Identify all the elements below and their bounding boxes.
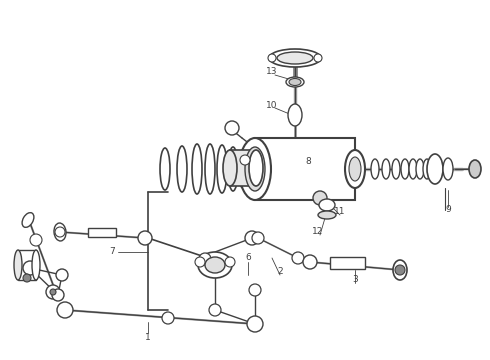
Bar (88, 228, 116, 237)
Ellipse shape (238, 150, 248, 188)
Text: 9: 9 (445, 206, 451, 215)
Circle shape (30, 234, 42, 246)
Circle shape (138, 231, 152, 245)
Ellipse shape (409, 159, 417, 179)
Bar (18, 250, 36, 280)
Ellipse shape (443, 158, 453, 180)
Circle shape (209, 304, 221, 316)
Ellipse shape (223, 150, 237, 186)
Circle shape (395, 265, 405, 275)
Ellipse shape (318, 211, 336, 219)
Circle shape (23, 274, 31, 282)
Ellipse shape (240, 155, 250, 165)
Circle shape (252, 232, 264, 244)
Circle shape (52, 289, 64, 301)
Ellipse shape (349, 157, 361, 181)
Circle shape (245, 231, 259, 245)
Ellipse shape (319, 199, 335, 211)
Text: 7: 7 (109, 248, 115, 256)
Ellipse shape (249, 150, 263, 186)
Text: 5: 5 (15, 264, 21, 273)
Circle shape (268, 54, 276, 62)
Ellipse shape (401, 159, 409, 179)
Ellipse shape (469, 160, 481, 178)
Ellipse shape (382, 159, 390, 179)
Circle shape (314, 54, 322, 62)
Circle shape (225, 121, 239, 135)
Ellipse shape (160, 148, 170, 190)
Circle shape (292, 252, 304, 264)
Ellipse shape (289, 78, 301, 85)
Ellipse shape (269, 49, 321, 67)
Text: 8: 8 (305, 158, 311, 166)
Text: 2: 2 (277, 267, 283, 276)
Ellipse shape (427, 154, 443, 184)
Circle shape (57, 302, 73, 318)
Ellipse shape (22, 213, 34, 228)
Circle shape (249, 284, 261, 296)
Circle shape (225, 257, 235, 267)
Text: 3: 3 (352, 275, 358, 284)
Circle shape (162, 312, 174, 324)
Ellipse shape (228, 147, 238, 191)
Ellipse shape (239, 138, 271, 200)
Circle shape (55, 227, 65, 237)
Circle shape (50, 289, 56, 295)
Bar (255, 138, 355, 200)
Circle shape (46, 285, 60, 299)
Ellipse shape (277, 52, 313, 64)
Text: 10: 10 (266, 100, 278, 109)
Circle shape (247, 316, 263, 332)
Circle shape (23, 261, 37, 275)
Ellipse shape (192, 144, 202, 194)
Circle shape (303, 255, 317, 269)
Circle shape (199, 253, 211, 265)
Ellipse shape (371, 159, 379, 179)
Text: 1: 1 (145, 333, 151, 342)
Ellipse shape (54, 223, 66, 241)
Circle shape (313, 191, 327, 205)
Ellipse shape (198, 252, 232, 278)
Text: 12: 12 (312, 228, 324, 237)
Ellipse shape (205, 144, 215, 194)
Ellipse shape (423, 159, 431, 179)
Ellipse shape (288, 104, 302, 126)
Ellipse shape (393, 260, 407, 280)
Circle shape (56, 269, 68, 281)
Circle shape (195, 257, 205, 267)
Ellipse shape (245, 147, 265, 191)
Text: 13: 13 (266, 68, 278, 77)
Ellipse shape (32, 250, 40, 280)
Ellipse shape (205, 257, 225, 273)
Text: 11: 11 (334, 207, 346, 216)
Ellipse shape (345, 150, 365, 188)
Text: 6: 6 (245, 253, 251, 262)
Bar (230, 150, 256, 186)
Bar (330, 257, 365, 269)
Ellipse shape (217, 145, 227, 193)
Ellipse shape (286, 77, 304, 87)
Ellipse shape (14, 250, 22, 280)
Ellipse shape (177, 146, 187, 192)
Ellipse shape (416, 159, 424, 179)
Ellipse shape (392, 159, 400, 179)
